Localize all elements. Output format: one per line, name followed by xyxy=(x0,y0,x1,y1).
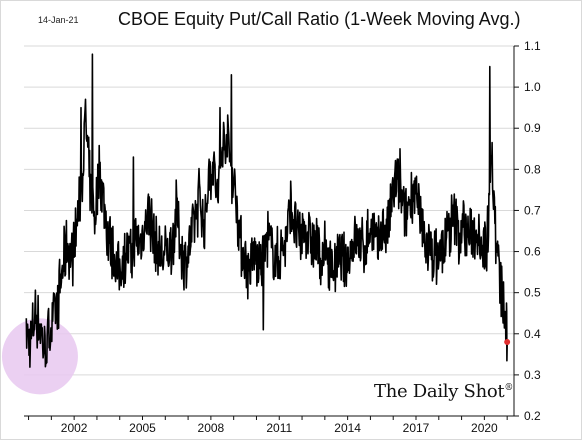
x-tick-label: 2005 xyxy=(129,421,156,435)
highlight-circle xyxy=(1,318,78,395)
x-tick-label: 2011 xyxy=(266,421,292,435)
y-tick-label: 0.4 xyxy=(524,327,541,341)
y-tick-label: 1.0 xyxy=(524,80,541,94)
date-stamp: 14-Jan-21 xyxy=(38,15,79,25)
x-axis: 2002 2005 2008 2011 2014 2017 2020 xyxy=(24,415,514,435)
y-tick-label: 1.1 xyxy=(524,39,541,53)
y-tick-label: 0.9 xyxy=(524,121,541,135)
last-value-point xyxy=(504,339,511,345)
brand-mark: ® xyxy=(504,383,514,393)
brand-text: The Daily Shot xyxy=(374,381,505,402)
series-layer xyxy=(25,53,511,368)
y-tick-label: 0.5 xyxy=(524,286,541,300)
brand-logo: The Daily Shot® xyxy=(374,381,513,402)
y-tick-label: 0.6 xyxy=(524,245,541,259)
x-tick-label: 2020 xyxy=(471,421,498,435)
series-line xyxy=(25,53,508,368)
y-tick-label: 0.8 xyxy=(524,162,541,176)
x-tick-label: 2014 xyxy=(334,421,361,435)
y-tick-label: 0.2 xyxy=(524,409,541,423)
y-tick-label: 0.3 xyxy=(524,368,541,382)
chart-title: CBOE Equity Put/Call Ratio (1-Week Movin… xyxy=(118,9,521,29)
y-tick-label: 0.7 xyxy=(524,203,541,217)
y-axis: 0.2 0.3 0.4 0.5 0.6 0.7 0.8 0.9 1.0 1.1 xyxy=(513,39,541,423)
x-tick-label: 2002 xyxy=(61,421,88,435)
x-tick-label: 2017 xyxy=(403,421,430,435)
x-tick-label: 2008 xyxy=(198,421,225,435)
